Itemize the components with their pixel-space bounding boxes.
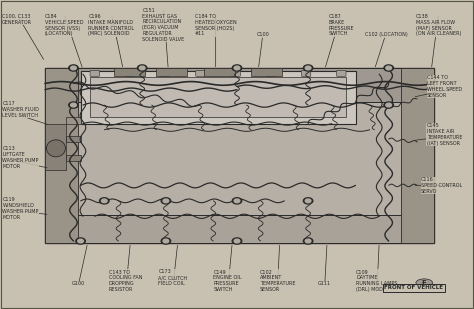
Circle shape bbox=[303, 198, 313, 204]
Bar bbox=[66, 136, 81, 142]
Circle shape bbox=[232, 198, 242, 204]
FancyBboxPatch shape bbox=[90, 70, 100, 76]
Bar bbox=[204, 68, 235, 76]
Text: C145
INTAKE AIR
TEMPERATURE
(IAT) SENSOR: C145 INTAKE AIR TEMPERATURE (IAT) SENSOR bbox=[427, 123, 462, 146]
Bar bbox=[45, 215, 434, 243]
Ellipse shape bbox=[416, 279, 432, 287]
FancyBboxPatch shape bbox=[301, 70, 311, 76]
Circle shape bbox=[303, 65, 313, 71]
Circle shape bbox=[76, 238, 85, 244]
Circle shape bbox=[234, 199, 240, 203]
Text: F: F bbox=[422, 280, 427, 286]
Text: C184 TO
HEATED OXYGEN
SENSOR (HO2S)
#11: C184 TO HEATED OXYGEN SENSOR (HO2S) #11 bbox=[195, 14, 237, 36]
Ellipse shape bbox=[46, 140, 65, 157]
Circle shape bbox=[232, 65, 242, 71]
Text: G100: G100 bbox=[72, 281, 85, 286]
Circle shape bbox=[161, 198, 171, 204]
FancyBboxPatch shape bbox=[231, 70, 240, 76]
Text: G111: G111 bbox=[318, 281, 331, 286]
Circle shape bbox=[139, 66, 145, 70]
Text: C143 TO
COOLING FAN
DROPPING
RESISTOR: C143 TO COOLING FAN DROPPING RESISTOR bbox=[109, 270, 142, 292]
Text: C117
WASHER FLUID
LEVEL SWITCH: C117 WASHER FLUID LEVEL SWITCH bbox=[2, 101, 39, 118]
Circle shape bbox=[384, 65, 393, 71]
Circle shape bbox=[384, 102, 393, 108]
Text: C138
MASS AIR FLOW
(MAF) SENSOR
(ON AIR CLEANER): C138 MASS AIR FLOW (MAF) SENSOR (ON AIR … bbox=[416, 14, 461, 36]
Text: C144 TO
LEFT FRONT
WHEEL SPEED
SENSOR: C144 TO LEFT FRONT WHEEL SPEED SENSOR bbox=[427, 75, 462, 98]
Circle shape bbox=[71, 66, 76, 70]
Text: C187
BRAKE
PRESSURE
SWITCH: C187 BRAKE PRESSURE SWITCH bbox=[328, 14, 354, 36]
Bar bbox=[45, 68, 434, 102]
Bar bbox=[401, 68, 434, 243]
Bar bbox=[45, 68, 434, 243]
Circle shape bbox=[101, 199, 107, 203]
Circle shape bbox=[161, 238, 171, 244]
Bar bbox=[251, 68, 282, 76]
Text: C109
DAYTIME
RUNNING LAMPS
(DRL) MODULE: C109 DAYTIME RUNNING LAMPS (DRL) MODULE bbox=[356, 270, 398, 292]
Bar bbox=[114, 68, 145, 76]
Text: FRONT OF VEHICLE: FRONT OF VEHICLE bbox=[384, 286, 443, 290]
Circle shape bbox=[69, 65, 78, 71]
Circle shape bbox=[78, 239, 83, 243]
FancyBboxPatch shape bbox=[161, 70, 170, 76]
Circle shape bbox=[232, 238, 242, 244]
Bar bbox=[81, 71, 356, 124]
Circle shape bbox=[163, 239, 169, 243]
Circle shape bbox=[69, 102, 78, 108]
Circle shape bbox=[305, 199, 311, 203]
Bar bbox=[66, 117, 81, 124]
Bar bbox=[45, 124, 66, 170]
FancyBboxPatch shape bbox=[196, 70, 205, 76]
FancyBboxPatch shape bbox=[337, 70, 346, 76]
Circle shape bbox=[163, 199, 169, 203]
Circle shape bbox=[386, 103, 392, 107]
Bar bbox=[66, 154, 81, 161]
Circle shape bbox=[234, 239, 240, 243]
Circle shape bbox=[234, 66, 240, 70]
Text: C151
EXHAUST GAS
RECIRCULATION
(EGR) VACUUM
REGULATOR
SOLENOID VALVE: C151 EXHAUST GAS RECIRCULATION (EGR) VAC… bbox=[142, 8, 185, 42]
Text: C184
VEHICLE SPEED
SENSOR (VSS)
(LOCATION): C184 VEHICLE SPEED SENSOR (VSS) (LOCATIO… bbox=[45, 14, 83, 36]
Text: C196
INTAKE MANIFOLD
RUNNER CONTROL
(MRC) SOLENOID: C196 INTAKE MANIFOLD RUNNER CONTROL (MRC… bbox=[88, 14, 135, 36]
Bar bbox=[156, 68, 187, 76]
Circle shape bbox=[305, 66, 311, 70]
Text: C102 (LOCATION): C102 (LOCATION) bbox=[365, 32, 408, 37]
Circle shape bbox=[305, 239, 311, 243]
Circle shape bbox=[100, 198, 109, 204]
Bar bbox=[45, 68, 78, 243]
Bar bbox=[90, 77, 346, 117]
Text: C116
SPEED CONTROL
SERVO: C116 SPEED CONTROL SERVO bbox=[421, 177, 462, 194]
Text: C173
A/C CLUTCH
FIELD COIL: C173 A/C CLUTCH FIELD COIL bbox=[158, 269, 188, 286]
Text: C113
LIFTGATE
WASHER PUMP
MOTOR: C113 LIFTGATE WASHER PUMP MOTOR bbox=[2, 146, 39, 169]
Circle shape bbox=[137, 65, 147, 71]
Circle shape bbox=[386, 66, 392, 70]
Text: C100: C100 bbox=[257, 32, 269, 37]
FancyBboxPatch shape bbox=[125, 70, 135, 76]
Text: C119
WINDSHIELD
WASHER PUMP
MOTOR: C119 WINDSHIELD WASHER PUMP MOTOR bbox=[2, 197, 39, 220]
Circle shape bbox=[71, 103, 76, 107]
Circle shape bbox=[303, 238, 313, 244]
FancyBboxPatch shape bbox=[266, 70, 275, 76]
Text: C149
ENGINE OIL
PRESSURE
SWITCH: C149 ENGINE OIL PRESSURE SWITCH bbox=[213, 270, 242, 292]
Text: C102
AMBIENT
TEMPERATURE
SENSOR: C102 AMBIENT TEMPERATURE SENSOR bbox=[260, 270, 295, 292]
Text: C100, C133
GENERATOR: C100, C133 GENERATOR bbox=[1, 14, 32, 25]
